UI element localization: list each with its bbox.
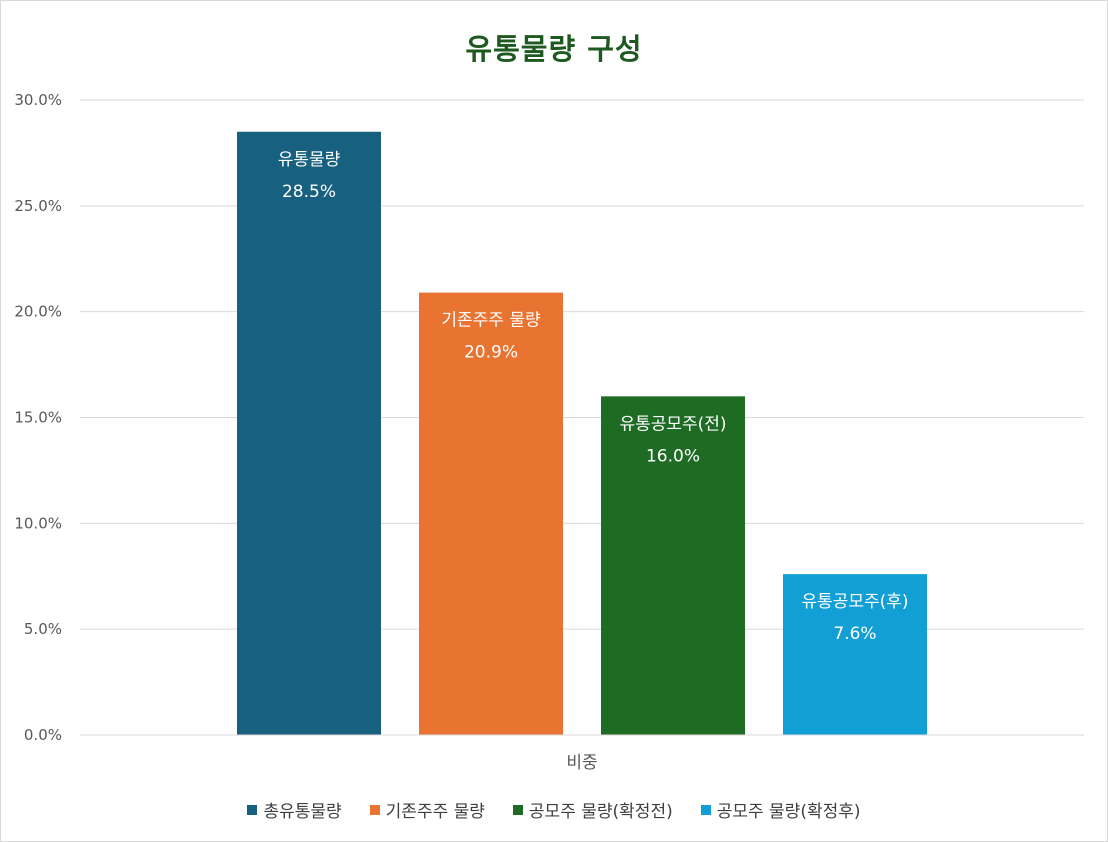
y-tick-label: 15.0% bbox=[14, 409, 62, 427]
bar-data-label-value: 7.6% bbox=[833, 624, 876, 644]
bar bbox=[419, 292, 563, 735]
bar bbox=[601, 396, 745, 735]
legend-label: 공모주 물량(확정후) bbox=[716, 802, 861, 822]
bar-data-label-name: 기존주주 물량 bbox=[441, 311, 541, 331]
legend: 총유통물량 기존주주 물량 공모주 물량(확정전) 공모주 물량(확정후) bbox=[0, 797, 1108, 822]
bar-data-label-name: 유통물량 bbox=[278, 150, 341, 170]
legend-swatch bbox=[700, 804, 711, 815]
bars bbox=[237, 131, 927, 735]
y-axis-ticks: 0.0% 5.0% 10.0% 15.0% 20.0% 25.0% 30.0% bbox=[14, 91, 62, 744]
data-labels: 유통물량 28.5% 기존주주 물량 20.9% 유통공모주(전) 16.0% 유통공모주(… bbox=[278, 150, 909, 644]
chart-title: 유통물량 구성 bbox=[465, 32, 643, 66]
legend-item: 기존주주 물량 bbox=[369, 797, 485, 822]
legend-item: 공모주 물량(확정후) bbox=[700, 797, 861, 822]
legend-label: 기존주주 물량 bbox=[385, 802, 485, 822]
bar-data-label-name: 유통공모주(후) bbox=[801, 592, 908, 612]
legend-swatch bbox=[369, 804, 380, 815]
bar-data-label-name: 유통공모주(전) bbox=[619, 414, 726, 434]
legend-label: 공모주 물량(확정전) bbox=[528, 802, 673, 822]
y-tick-label: 25.0% bbox=[14, 197, 62, 215]
x-category-label: 비중 bbox=[566, 753, 597, 773]
legend-swatch bbox=[247, 804, 258, 815]
gridlines bbox=[80, 99, 1084, 630]
bar-data-label-value: 16.0% bbox=[646, 446, 700, 466]
y-tick-label: 5.0% bbox=[24, 620, 62, 638]
y-tick-label: 0.0% bbox=[24, 726, 62, 744]
legend-label: 총유통물량 bbox=[263, 802, 342, 822]
y-tick-label: 20.0% bbox=[14, 303, 62, 321]
bar-data-label-value: 20.9% bbox=[464, 343, 518, 363]
y-tick-label: 30.0% bbox=[14, 91, 62, 109]
legend-swatch bbox=[512, 804, 523, 815]
bar bbox=[783, 574, 927, 735]
y-tick-label: 10.0% bbox=[14, 514, 62, 532]
bar-data-label-value: 28.5% bbox=[282, 182, 336, 202]
legend-item: 공모주 물량(확정전) bbox=[512, 797, 673, 822]
bar bbox=[237, 131, 381, 735]
legend-item: 총유통물량 bbox=[247, 797, 342, 822]
